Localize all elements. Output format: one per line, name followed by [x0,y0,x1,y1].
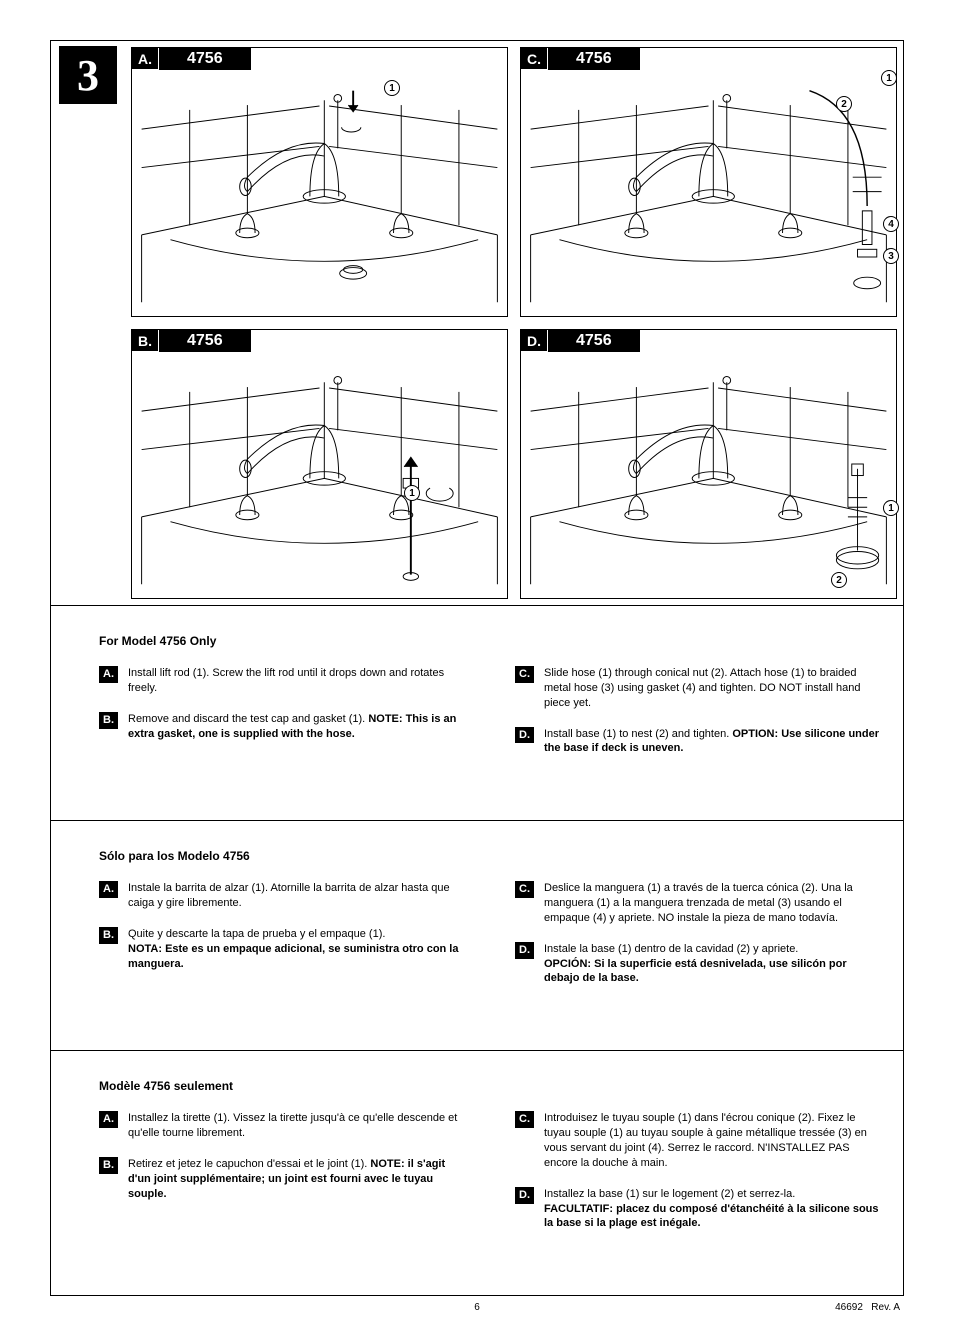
instruction-item: C. Slide hose (1) through conical nut (2… [515,666,881,711]
instruction-letter: A. [99,881,118,898]
callout: 1 [404,485,420,501]
instruction-letter: B. [99,712,118,729]
diagram-letter: D. [521,330,548,352]
instruction-item: B. Quite y descarte la tapa de prueba y … [99,927,465,972]
instruction-letter: A. [99,1111,118,1128]
diagram-letter: A. [132,48,159,70]
instruction-item: C. Introduisez le tuyau souple (1) dans … [515,1111,881,1170]
step-number-badge: 3 [59,46,117,104]
instruction-item: B. Retirez et jetez le capuchon d'essai … [99,1157,465,1202]
page-frame: 3 A. 4756 [50,40,904,1296]
diagram-model: 4756 [159,48,251,70]
callout: 2 [836,96,852,112]
instruction-item: D. Install base (1) to nest (2) and tigh… [515,727,881,757]
instruction-letter: B. [99,1157,118,1174]
instruction-sections: For Model 4756 Only A. Install lift rod (… [51,605,903,1295]
instruction-letter: B. [99,927,118,944]
instruction-item: A. Installez la tirette (1). Vissez la t… [99,1111,465,1141]
instruction-block: Sólo para los Modelo 4756 A. Instale la b… [51,820,903,1050]
instruction-letter: D. [515,727,534,744]
instruction-block: For Model 4756 Only A. Install lift rod (… [51,605,903,820]
diagram-header: D. 4756 [521,330,640,352]
instruction-text: Retirez et jetez le capuchon d'essai et … [128,1157,465,1202]
instruction-text: Install base (1) to nest (2) and tighten… [544,727,881,757]
instruction-text: Install lift rod (1). Screw the lift rod… [128,666,465,696]
instruction-letter: C. [515,666,534,683]
instruction-item: D. Instale la base (1) dentro de la cavi… [515,942,881,987]
callout: 1 [384,80,400,96]
diagram-letter: B. [132,330,159,352]
instruction-letter: A. [99,666,118,683]
diagram-header: B. 4756 [132,330,251,352]
instruction-item: D. Installez la base (1) sur le logement… [515,1187,881,1232]
instruction-text: Quite y descarte la tapa de prueba y el … [128,927,465,972]
callout: 4 [883,216,899,232]
instruction-item: A. Install lift rod (1). Screw the lift … [99,666,465,696]
instruction-text: Instale la barrita de alzar (1). Atornil… [128,881,465,911]
diagram-model: 4756 [159,330,251,352]
instruction-text: Remove and discard the test cap and gask… [128,712,465,742]
page-footer: 6 46692 Rev. A [50,1296,904,1313]
diagram-header: C. 4756 [521,48,640,70]
callout: 2 [831,572,847,588]
diagram-letter: C. [521,48,548,70]
diagram-B: B. 4756 [131,329,508,599]
instruction-text: Deslice la manguera (1) a través de la t… [544,881,881,926]
diagram-model: 4756 [548,48,640,70]
instruction-title: Sólo para los Modelo 4756 [99,849,881,863]
diagram-D: D. 4756 [520,329,897,599]
page-number: 6 [474,1302,480,1313]
callout: 1 [883,500,899,516]
doc-rev: 46692 Rev. A [835,1302,900,1313]
instruction-block: Modèle 4756 seulement A. Installez la tir… [51,1050,903,1295]
instruction-letter: D. [515,1187,534,1204]
diagram-C: C. 4756 [520,47,897,317]
instruction-text: Introduisez le tuyau souple (1) dans l'é… [544,1111,881,1170]
instruction-title: Modèle 4756 seulement [99,1079,881,1093]
diagrams-grid: A. 4756 [51,41,903,605]
diagram-A: A. 4756 [131,47,508,317]
callout: 3 [883,248,899,264]
instruction-letter: C. [515,1111,534,1128]
instruction-letter: C. [515,881,534,898]
instruction-item: B. Remove and discard the test cap and g… [99,712,465,742]
instruction-text: Installez la base (1) sur le logement (2… [544,1187,881,1232]
diagram-header: A. 4756 [132,48,251,70]
instruction-text: Installez la tirette (1). Vissez la tire… [128,1111,465,1141]
callout: 1 [881,70,897,86]
instruction-letter: D. [515,942,534,959]
instruction-item: A. Instale la barrita de alzar (1). Ator… [99,881,465,911]
instruction-item: C. Deslice la manguera (1) a través de l… [515,881,881,926]
instruction-title: For Model 4756 Only [99,634,881,648]
diagram-model: 4756 [548,330,640,352]
instruction-text: Instale la base (1) dentro de la cavidad… [544,942,881,987]
instruction-text: Slide hose (1) through conical nut (2). … [544,666,881,711]
